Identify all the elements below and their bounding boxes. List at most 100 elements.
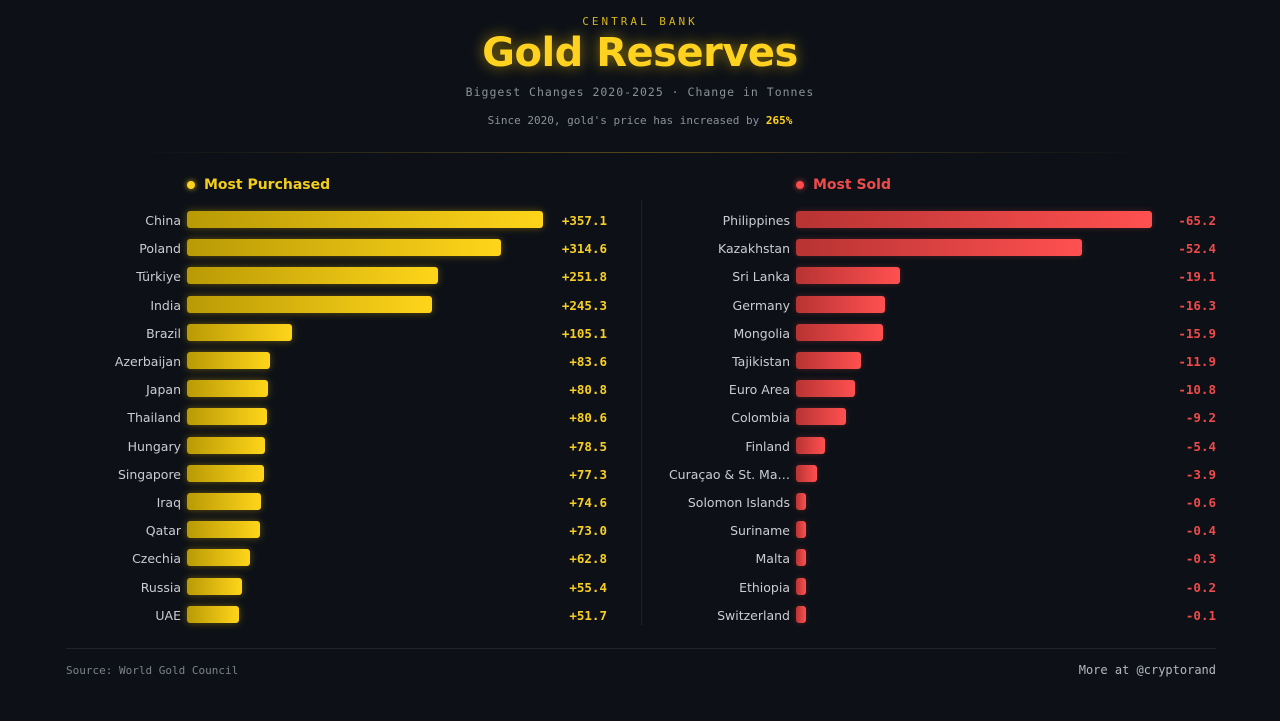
sold-bar: [796, 605, 806, 623]
sold-row: Sri Lanka -19.1: [0, 264, 1280, 292]
purchased-row: Brazil +105.1: [0, 321, 1280, 349]
red-dot-icon: [796, 181, 804, 189]
purchased-value-label: +80.6: [569, 410, 607, 426]
sold-row: Ethiopia -0.2: [0, 575, 1280, 603]
purchased-value-label: +357.1: [561, 213, 607, 228]
sold-category-label: Germany: [732, 297, 790, 313]
sold-value-label: -11.9: [1178, 354, 1216, 369]
sold-row: Malta -0.3: [0, 546, 1280, 574]
purchased-value-label: +62.8: [569, 551, 607, 567]
sold-row: Philippines -65.2: [0, 208, 1280, 236]
purchased-category-label: Azerbaijan: [114, 354, 181, 369]
purchased-category-label: UAE: [155, 607, 181, 623]
legend-most-sold-label: Most Sold: [813, 177, 891, 193]
sold-row: Curaçao & St. Ma… -3.9: [0, 462, 1280, 490]
purchased-category-label: India: [150, 297, 181, 313]
price-note-text: Since 2020, gold's price has increased b…: [487, 114, 766, 127]
sold-bar: [796, 352, 861, 369]
purchased-bar: [187, 493, 262, 510]
sold-bar: [796, 239, 1083, 257]
sold-value-label: -65.2: [1178, 213, 1216, 228]
sold-category-label: Finland: [745, 438, 790, 454]
sold-value-label: -0.6: [1185, 495, 1216, 510]
purchased-category-label: Türkiye: [136, 269, 181, 285]
sold-bar: [796, 521, 806, 539]
sold-bar: [796, 323, 883, 341]
sold-category-label: Euro Area: [728, 382, 790, 398]
price-increase-value: 265%: [765, 114, 793, 127]
sold-bar: [796, 211, 1152, 228]
purchased-bar: [187, 239, 501, 257]
purchased-bar: [187, 521, 260, 539]
purchased-bar: [187, 436, 266, 454]
price-note: Since 2020, gold's price has increased b…: [0, 114, 1280, 127]
purchased-value-label: +74.6: [569, 495, 607, 510]
purchased-bar: [187, 295, 432, 313]
purchased-bar: [187, 380, 268, 398]
purchased-row: India +245.3: [0, 293, 1280, 321]
sold-row: Suriname -0.4: [0, 518, 1280, 546]
sold-bar: [796, 464, 818, 482]
purchased-row: Japan +80.8: [0, 377, 1280, 405]
purchased-value-label: +51.7: [569, 607, 607, 623]
purchased-bar: [187, 408, 268, 426]
purchased-category-label: Poland: [139, 241, 181, 257]
sold-bar: [796, 380, 855, 398]
sold-category-label: Ethiopia: [739, 579, 790, 595]
sold-row: Finland -5.4: [0, 434, 1280, 462]
chart-kicker: CENTRAL BANK: [582, 15, 698, 28]
credit-link[interactable]: More at @cryptorand: [1078, 663, 1216, 677]
sold-row: Euro Area -10.8: [0, 377, 1280, 405]
sold-value-label: -3.9: [1185, 466, 1216, 482]
purchased-value-label: +245.3: [561, 297, 607, 313]
purchased-row: China +357.1: [0, 208, 1280, 236]
purchased-bar: [187, 323, 292, 341]
purchased-value-label: +73.0: [569, 523, 607, 539]
purchased-value-label: +314.6: [561, 241, 607, 257]
purchased-category-label: Hungary: [127, 438, 181, 454]
purchased-row: Thailand +80.6: [0, 405, 1280, 433]
sold-value-label: -0.3: [1185, 551, 1216, 567]
legend-most-sold: Most Sold: [796, 177, 891, 193]
sold-bar: [796, 267, 901, 285]
footer-divider: [66, 648, 1216, 649]
sold-bar: [796, 577, 806, 595]
purchased-row: Russia +55.4: [0, 575, 1280, 603]
purchased-row: Iraq +74.6: [0, 490, 1280, 518]
gold-dot-icon: [187, 181, 195, 189]
sold-value-label: -0.4: [1185, 523, 1216, 539]
purchased-value-label: +80.8: [569, 382, 607, 398]
sold-value-label: -5.4: [1185, 438, 1216, 454]
sold-category-label: Solomon Islands: [687, 495, 790, 510]
sold-value-label: -0.1: [1185, 607, 1216, 623]
purchased-bar: [187, 211, 543, 228]
sold-row: Solomon Islands -0.6: [0, 490, 1280, 518]
sold-bar: [796, 549, 806, 567]
purchased-category-label: Qatar: [145, 523, 181, 539]
sold-category-label: Switzerland: [717, 607, 790, 623]
legend-most-purchased-label: Most Purchased: [204, 177, 331, 193]
purchased-row: Hungary +78.5: [0, 434, 1280, 462]
sold-bar: [796, 295, 885, 313]
sold-bar: [796, 408, 847, 426]
sold-row: Tajikistan -11.9: [0, 349, 1280, 377]
purchased-bar: [187, 267, 439, 285]
sold-value-label: -9.2: [1185, 410, 1216, 426]
sold-row: Germany -16.3: [0, 293, 1280, 321]
purchased-category-label: Singapore: [117, 466, 181, 482]
purchased-value-label: +77.3: [569, 466, 607, 482]
sold-category-label: Malta: [755, 551, 790, 567]
purchased-category-label: Iraq: [156, 495, 181, 510]
purchased-category-label: Japan: [146, 382, 181, 398]
purchased-value-label: +251.8: [561, 269, 607, 285]
sold-category-label: Sri Lanka: [732, 269, 790, 285]
sold-value-label: -15.9: [1178, 325, 1216, 341]
sold-row: Mongolia -15.9: [0, 321, 1280, 349]
sold-category-label: Suriname: [730, 523, 790, 539]
purchased-bar: [187, 605, 239, 623]
sold-value-label: -19.1: [1178, 269, 1216, 285]
purchased-row: UAE +51.7: [0, 603, 1280, 631]
purchased-value-label: +55.4: [569, 579, 607, 595]
purchased-value-label: +78.5: [569, 438, 607, 454]
purchased-bar: [187, 577, 243, 595]
